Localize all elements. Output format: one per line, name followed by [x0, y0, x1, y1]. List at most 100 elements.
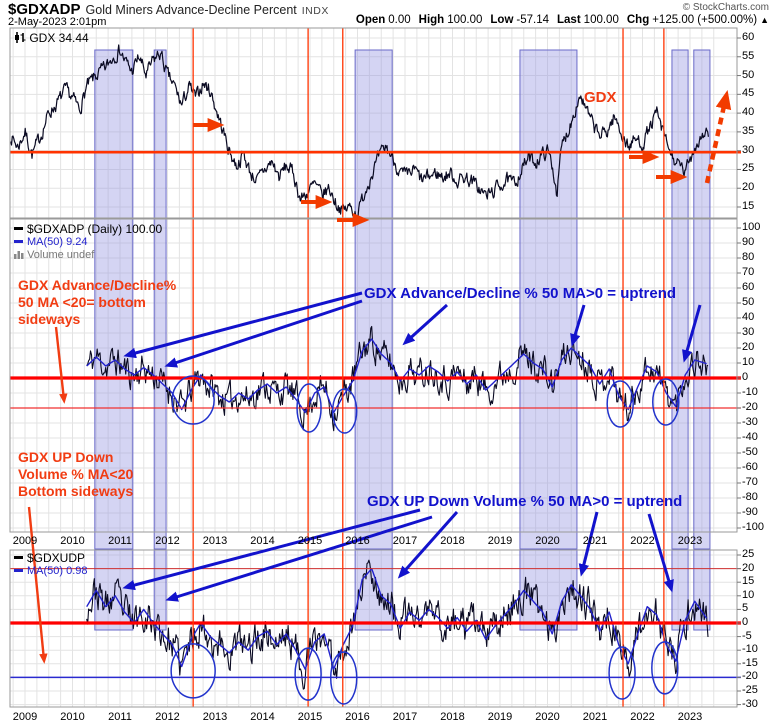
- y-axis-tick-label: 20: [742, 181, 755, 194]
- circle-highlight: [294, 647, 322, 701]
- blue-note-arrow: [578, 511, 599, 577]
- circle-highlight: [608, 646, 636, 700]
- quote-label: Last: [557, 14, 581, 26]
- quote-label: Open: [355, 14, 386, 26]
- note-udp-uptrend: GDX UP Down Volume % 50 MA>0 = uptrend: [367, 493, 683, 510]
- chart-header: $GDXADP Gold Miners Advance-Decline Perce…: [8, 1, 329, 19]
- y-axis-tick-label: -25: [742, 684, 758, 696]
- y-axis-tick-label: -80: [742, 491, 758, 503]
- y-axis-tick-label: 5: [742, 602, 749, 615]
- y-axis-tick-label: 45: [742, 87, 755, 100]
- orange-note-arrow: [54, 326, 68, 404]
- circle-highlight: [171, 375, 215, 425]
- legend-gdxudp-label: $GDXUDP: [27, 551, 86, 565]
- y-axis-tick-label: 70: [742, 266, 755, 278]
- y-axis-tick-label: 90: [742, 236, 755, 248]
- y-axis-tick-label: 10: [742, 588, 755, 601]
- quote-value: 100.00: [447, 14, 483, 26]
- x-axis-year-label: 2015: [297, 535, 323, 547]
- highlight-band: [94, 49, 134, 550]
- note-adp-bottom-sideways: GDX Advance/Decline% 50 MA <20= bottom s…: [18, 277, 176, 328]
- y-axis-tick-label: -90: [742, 506, 758, 518]
- legend-gdx-label: GDX 34.44: [29, 31, 89, 45]
- x-axis-year-label: 2013: [202, 711, 228, 723]
- highlight-band: [519, 49, 578, 550]
- x-axis-year-label: 2013: [202, 535, 228, 547]
- y-axis-tick-label: 25: [742, 162, 755, 175]
- note-line: sideways: [18, 311, 81, 327]
- y-axis-tick-label: 40: [742, 311, 755, 323]
- quote-value: +125.00 (+500.00%): [652, 14, 758, 26]
- x-axis-year-label: 2015: [297, 711, 323, 723]
- quote-label: High: [418, 14, 445, 26]
- x-axis-year-label: 2019: [487, 711, 513, 723]
- y-axis-tick-label: 0: [742, 371, 749, 383]
- y-axis-tick-label: -100: [742, 521, 765, 533]
- x-axis-year-label: 2011: [108, 535, 132, 547]
- y-axis-tick-label: -20: [742, 670, 758, 683]
- x-axis-year-label: 2010: [60, 535, 85, 547]
- x-axis-year-label: 2012: [155, 711, 180, 723]
- y-axis-tick-label: 100: [742, 221, 761, 233]
- circle-highlight: [606, 380, 634, 428]
- change-direction-icon: ▲: [760, 15, 769, 25]
- x-axis-year-label: 2022: [630, 711, 655, 723]
- candlestick-icon: [15, 32, 26, 43]
- y-axis-tick-label: 0: [742, 616, 749, 628]
- y-axis-tick-label: 60: [742, 31, 755, 43]
- legend-gdx: GDX 34.44: [14, 31, 89, 45]
- circle-highlight: [652, 378, 680, 426]
- quote-value: 100.00: [583, 14, 619, 26]
- blue-note-arrow: [647, 513, 674, 593]
- blue-note-arrow: [402, 303, 449, 346]
- quote-value: 0.00: [388, 14, 411, 26]
- note-line: GDX UP Down: [18, 449, 114, 465]
- y-axis-tick-label: -15: [742, 656, 758, 669]
- legend-line-swatch: [14, 556, 23, 560]
- data-series: [86, 559, 709, 690]
- quote-summary: Open 0.00 High 100.00 Low -57.14 Last 100.00 Chg…: [348, 14, 769, 26]
- y-axis-tick-label: 40: [742, 106, 755, 119]
- legend-line-swatch: [14, 227, 23, 231]
- circle-highlight: [331, 388, 358, 434]
- panel-frame: [9, 27, 738, 219]
- symbol-name: Gold Miners Advance-Decline Percent: [85, 3, 297, 17]
- legend-volume-label: Volume undef: [27, 249, 95, 261]
- note-line: 50 MA <20= bottom: [18, 294, 146, 310]
- x-axis-year-label: 2016: [345, 535, 370, 547]
- highlight-band: [354, 49, 393, 550]
- legend-gdxadp: $GDXADP (Daily) 100.00: [14, 222, 162, 236]
- circle-highlight: [329, 651, 358, 705]
- y-axis-tick-label: 25: [742, 548, 755, 560]
- y-axis-tick-label: 10: [742, 356, 755, 368]
- x-axis-year-label: 2011: [108, 711, 132, 723]
- panel-frame: [9, 218, 738, 533]
- y-axis-tick-label: -30: [742, 697, 758, 710]
- quote-label: Low: [490, 14, 514, 26]
- legend-gdxudp-ma-label: MA(50) 0.98: [27, 565, 88, 577]
- x-axis-year-label: 2023: [677, 535, 703, 547]
- x-axis-year-label: 2022: [630, 535, 655, 547]
- copyright: © StockCharts.com: [682, 2, 769, 13]
- y-axis-tick-label: -10: [742, 643, 758, 656]
- x-axis-year-label: 2020: [535, 711, 560, 723]
- y-axis-tick-label: 80: [742, 251, 755, 263]
- x-axis-year-label: 2018: [440, 711, 465, 723]
- x-axis-year-label: 2010: [60, 711, 85, 723]
- y-axis-tick-label: 50: [742, 296, 755, 308]
- x-axis-year-label: 2017: [392, 711, 418, 723]
- quote-label: Chg: [626, 14, 650, 26]
- y-axis-tick-label: -10: [742, 386, 758, 398]
- y-axis-tick-label: -40: [742, 431, 758, 443]
- note-line: Bottom sideways: [18, 483, 134, 499]
- x-axis-year-label: 2012: [155, 535, 180, 547]
- blue-note-arrow: [165, 515, 433, 602]
- y-axis-tick-label: 15: [742, 200, 755, 212]
- data-series: [10, 44, 709, 217]
- data-series: [86, 325, 709, 432]
- legend-gdxadp-ma-label: MA(50) 9.24: [27, 236, 88, 248]
- y-axis-tick-label: 55: [742, 49, 755, 62]
- x-axis-year-label: 2023: [677, 711, 703, 723]
- exchange-tag: INDX: [301, 5, 329, 17]
